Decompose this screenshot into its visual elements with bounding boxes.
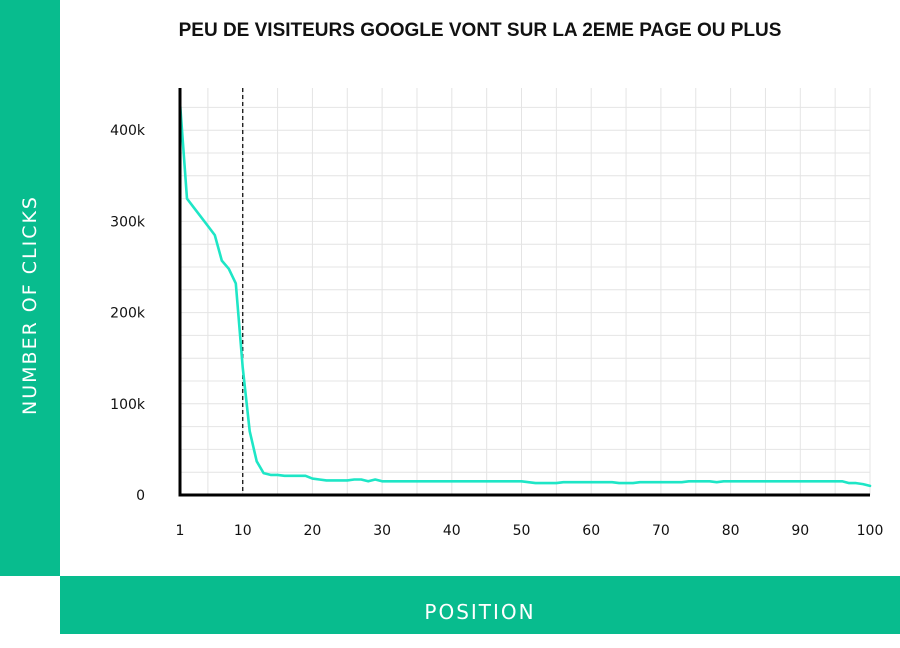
y-axis-label-band: NUMBER OF CLICKS: [0, 0, 60, 576]
x-tick-label: 40: [443, 523, 461, 539]
grid: [180, 88, 871, 495]
y-tick-label: 300k: [110, 214, 146, 230]
chart-figure: NUMBER OF CLICKS POSITION PEU DE VISITEU…: [0, 0, 900, 634]
x-tick-label: 70: [652, 523, 670, 539]
x-tick-label: 80: [722, 523, 740, 539]
x-tick-label: 30: [373, 523, 391, 539]
x-tick-label: 10: [234, 523, 252, 539]
series-line-0: [178, 101, 872, 488]
axes: [178, 88, 870, 497]
x-tick-label: 60: [582, 523, 600, 539]
series-group: [178, 101, 872, 488]
chart-title: PEU DE VISITEURS GOOGLE VONT SUR LA 2EME…: [178, 20, 782, 41]
x-tick-label: 1: [176, 523, 185, 539]
x-tick-label: 20: [304, 523, 322, 539]
x-axis-label: POSITION: [424, 600, 536, 624]
x-tick-label: 100: [857, 523, 884, 539]
y-tick-label: 100k: [110, 397, 146, 413]
x-tick-label: 50: [513, 523, 531, 539]
y-tick-label: 400k: [110, 123, 146, 139]
plot-area: 1 10 20 30 40 50 60 70 80 90 100 0 100k 200k 300k 400k: [110, 88, 883, 539]
tick-labels: 1 10 20 30 40 50 60 70 80 90 100 0 100k 200k 300k 400k: [110, 123, 883, 539]
x-tick-label: 90: [791, 523, 809, 539]
x-axis-label-band: POSITION: [60, 576, 900, 634]
y-tick-label: 0: [136, 488, 145, 504]
y-tick-label: 200k: [110, 306, 146, 322]
